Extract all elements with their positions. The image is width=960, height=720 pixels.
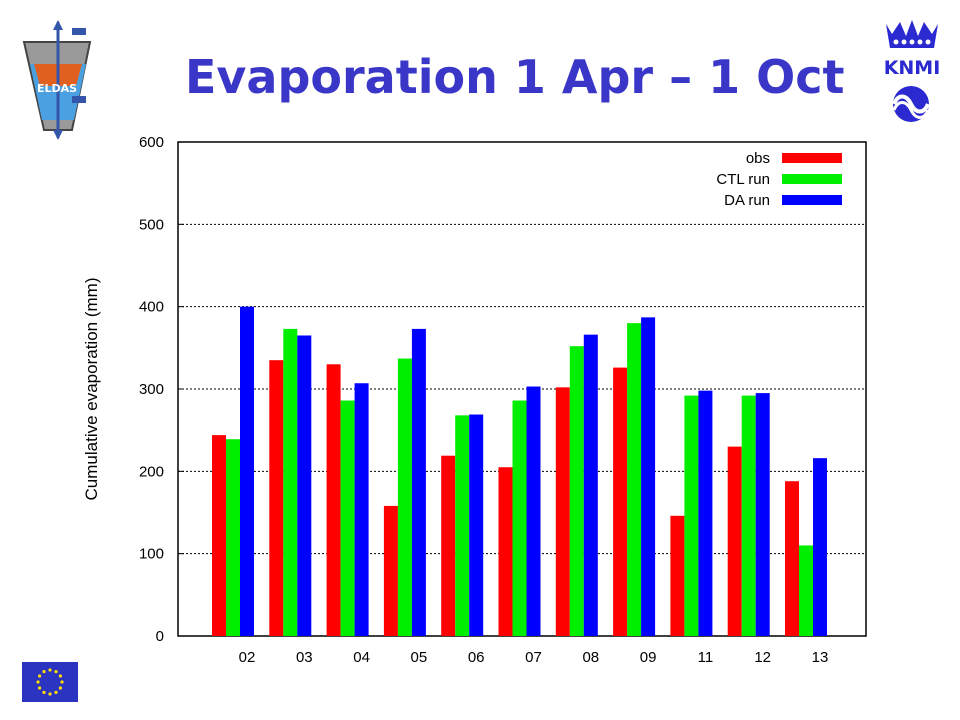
bar-ctl-run-11 bbox=[684, 395, 699, 636]
bar-ctl-run-03 bbox=[283, 328, 298, 636]
bar-ctl-run-12 bbox=[741, 395, 756, 636]
bar-da-run-04 bbox=[354, 383, 369, 636]
bar-ctl-run-09 bbox=[627, 323, 642, 636]
x-tick-label: 02 bbox=[239, 649, 256, 666]
x-tick-label: 12 bbox=[754, 649, 771, 666]
bar-obs-04 bbox=[326, 364, 341, 636]
bar-da-run-11 bbox=[698, 390, 713, 636]
bar-ctl-run-04 bbox=[340, 400, 355, 636]
x-tick-label: 06 bbox=[468, 649, 485, 666]
bar-obs-11 bbox=[670, 515, 685, 636]
eu-star bbox=[48, 668, 52, 672]
legend-label: CTL run bbox=[716, 171, 770, 188]
bar-obs-09 bbox=[613, 367, 628, 636]
bar-ctl-run-06 bbox=[455, 415, 470, 636]
x-tick-label: 08 bbox=[582, 649, 599, 666]
eu-star bbox=[58, 686, 62, 690]
x-tick-label: 11 bbox=[698, 649, 714, 666]
legend-label: obs bbox=[746, 150, 770, 167]
y-axis-label: Cumulative evaporation (mm) bbox=[82, 278, 101, 501]
eu-star bbox=[38, 674, 42, 678]
y-tick-label: 100 bbox=[139, 546, 164, 563]
bar-da-run-08 bbox=[583, 334, 598, 636]
eu-flag-icon bbox=[22, 662, 78, 702]
eu-star bbox=[54, 670, 58, 674]
knmi-logo-label: KNMI bbox=[884, 57, 941, 79]
eu-star bbox=[60, 680, 64, 684]
y-tick-label: 200 bbox=[139, 463, 164, 480]
eu-star bbox=[54, 690, 58, 694]
bar-da-run-13 bbox=[813, 458, 827, 636]
eu-star bbox=[36, 680, 40, 684]
x-tick-label: 13 bbox=[812, 649, 829, 666]
bar-da-run-05 bbox=[411, 328, 426, 636]
x-tick-label: 05 bbox=[411, 649, 428, 666]
bar-da-run-03 bbox=[297, 335, 312, 636]
x-tick-label: 04 bbox=[353, 649, 370, 666]
bar-obs-08 bbox=[555, 387, 570, 636]
legend-swatch bbox=[782, 153, 842, 163]
eu-star bbox=[48, 692, 52, 696]
x-tick-label: 03 bbox=[296, 649, 313, 666]
slide-title: Evaporation 1 Apr – 1 Oct bbox=[185, 50, 845, 104]
eu-star bbox=[58, 674, 62, 678]
legend-label: DA run bbox=[724, 192, 770, 209]
bar-obs-12 bbox=[727, 446, 742, 636]
eldas-logo: ELDAS bbox=[22, 20, 92, 140]
legend-swatch bbox=[782, 174, 842, 184]
bar-da-run-06 bbox=[469, 414, 484, 636]
legend-swatch bbox=[782, 195, 842, 205]
knmi-crown-logo: KNMI bbox=[884, 20, 941, 79]
eu-star bbox=[42, 670, 46, 674]
y-tick-label: 600 bbox=[139, 134, 164, 151]
y-tick-label: 500 bbox=[139, 216, 164, 233]
y-tick-label: 300 bbox=[139, 381, 164, 398]
bar-da-run-09 bbox=[641, 317, 656, 636]
eldas-logo-label: ELDAS bbox=[37, 82, 77, 95]
bar-ctl-run-07 bbox=[512, 400, 527, 636]
bar-ctl-run-13 bbox=[799, 545, 813, 636]
eu-star bbox=[42, 690, 46, 694]
bar-da-run-12 bbox=[755, 393, 770, 636]
y-tick-label: 400 bbox=[139, 299, 164, 316]
bar-da-run-07 bbox=[526, 386, 541, 636]
y-tick-label: 0 bbox=[156, 628, 164, 645]
bar-ctl-run-08 bbox=[569, 346, 584, 636]
bar-ctl-run-02 bbox=[226, 439, 240, 636]
x-tick-label: 09 bbox=[640, 649, 657, 666]
bar-obs-07 bbox=[498, 467, 513, 636]
bar-ctl-run-05 bbox=[397, 358, 412, 636]
eu-star bbox=[38, 686, 42, 690]
bar-obs-03 bbox=[269, 360, 284, 636]
x-tick-label: 07 bbox=[525, 649, 542, 666]
bar-obs-13 bbox=[785, 481, 799, 636]
ecmwf-logo bbox=[892, 86, 930, 122]
bar-obs-02 bbox=[212, 435, 226, 636]
bar-obs-05 bbox=[383, 505, 398, 636]
bar-obs-06 bbox=[441, 455, 456, 636]
bar-da-run-02 bbox=[240, 306, 254, 636]
